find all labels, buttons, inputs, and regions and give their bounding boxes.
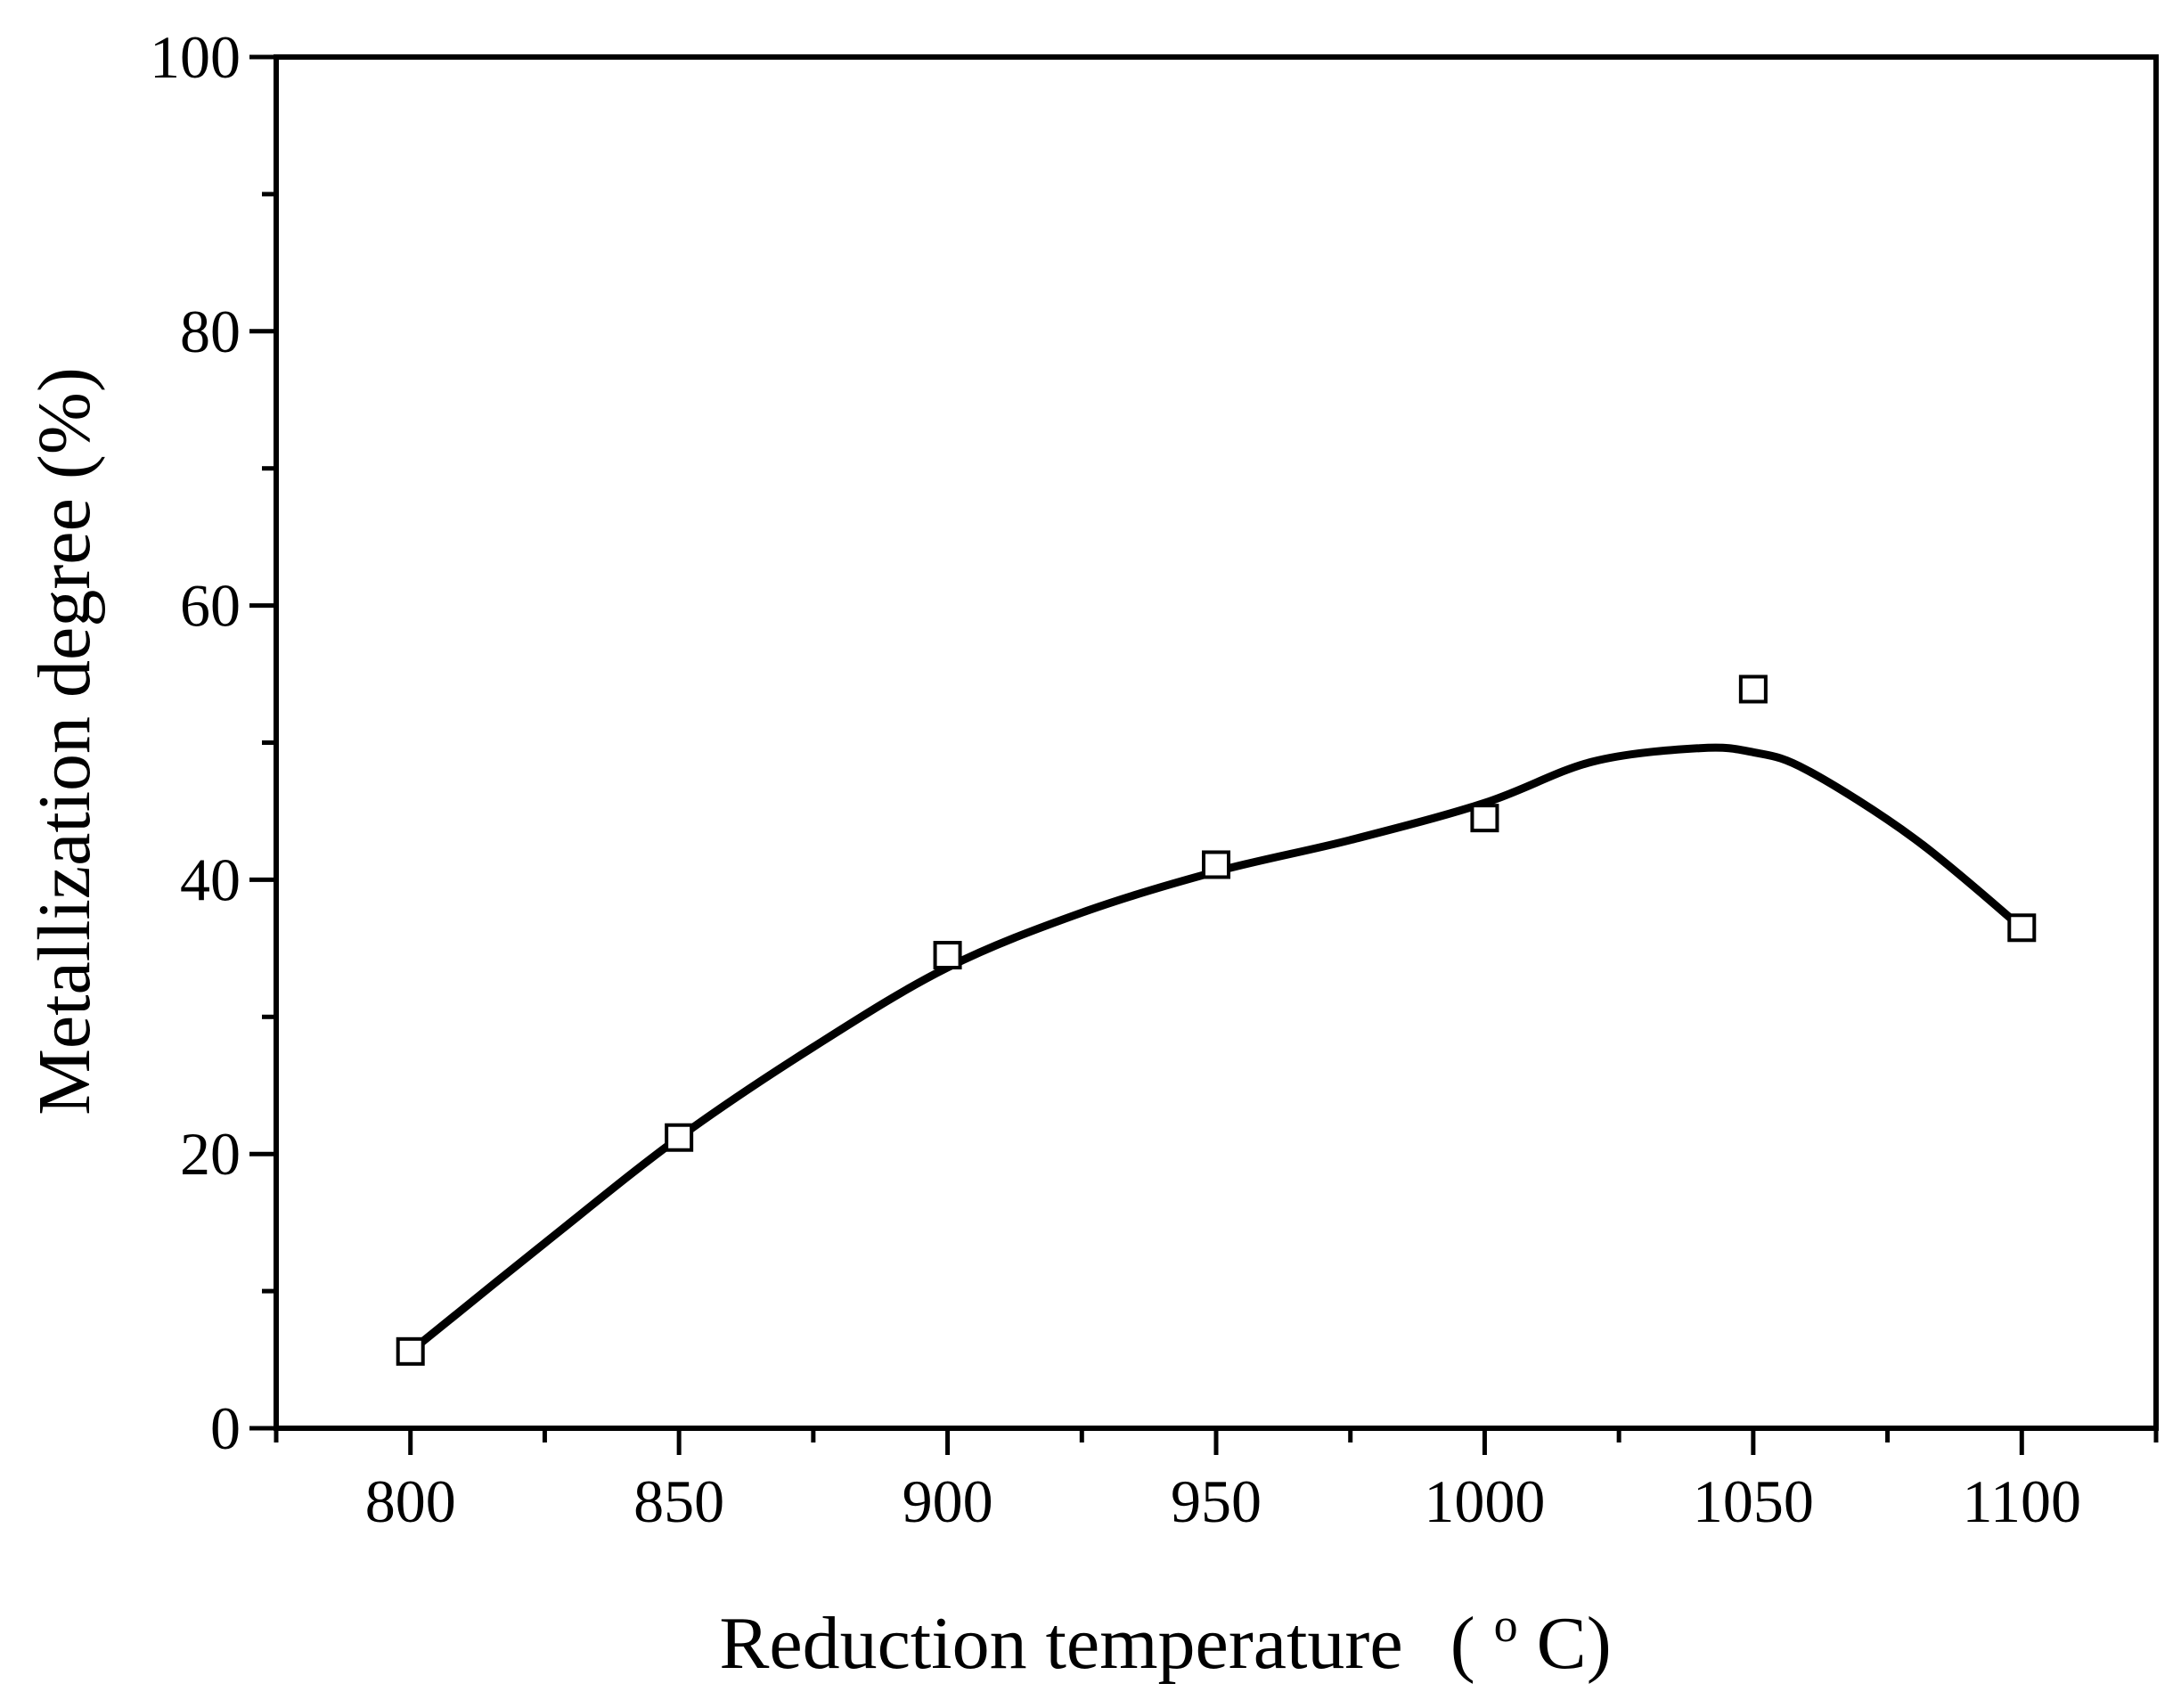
x-axis-unit-open: ( — [1450, 1602, 1475, 1685]
x-tick-label: 800 — [365, 1467, 456, 1535]
y-tick-label: 80 — [180, 298, 241, 365]
y-tick-label: 60 — [180, 572, 241, 640]
y-axis-title: Metallization degree (%) — [23, 367, 106, 1116]
y-tick-labels: 0 20 40 60 80 100 — [150, 23, 241, 1462]
data-point-marker — [933, 941, 962, 970]
data-markers — [396, 674, 2037, 1366]
x-tick-label: 1000 — [1424, 1467, 1545, 1535]
data-point-marker — [1202, 850, 1230, 879]
x-tick-label: 950 — [1171, 1467, 1262, 1535]
y-tick-label: 40 — [180, 846, 241, 913]
data-point-marker — [1738, 674, 1768, 704]
x-axis-title: Reduction temperature ( o C) — [719, 1575, 1611, 1685]
y-tick-label: 0 — [210, 1394, 241, 1462]
y-tick-label: 20 — [180, 1120, 241, 1188]
x-axis-unit-degree: o — [1494, 1598, 1518, 1652]
data-point-marker — [2007, 913, 2037, 943]
major-ticks — [249, 54, 2024, 1455]
data-point-marker — [396, 1336, 425, 1366]
x-tick-label: 850 — [633, 1467, 724, 1535]
x-axis-label-text: Reduction temperature — [719, 1602, 1402, 1685]
x-tick-label: 1050 — [1693, 1467, 1814, 1535]
y-tick-label: 100 — [150, 23, 241, 91]
data-point-marker — [665, 1123, 694, 1152]
minor-ticks — [262, 192, 2159, 1442]
data-point-marker — [1470, 804, 1499, 833]
plot-frame — [274, 54, 2159, 1431]
x-tick-label: 1100 — [1963, 1467, 2081, 1535]
fit-curve-line — [406, 743, 2026, 1356]
x-tick-label: 900 — [903, 1467, 993, 1535]
x-axis-unit-rest: C) — [1537, 1602, 1612, 1685]
x-tick-labels: 800 850 900 950 1000 1050 1100 — [365, 1467, 2081, 1535]
